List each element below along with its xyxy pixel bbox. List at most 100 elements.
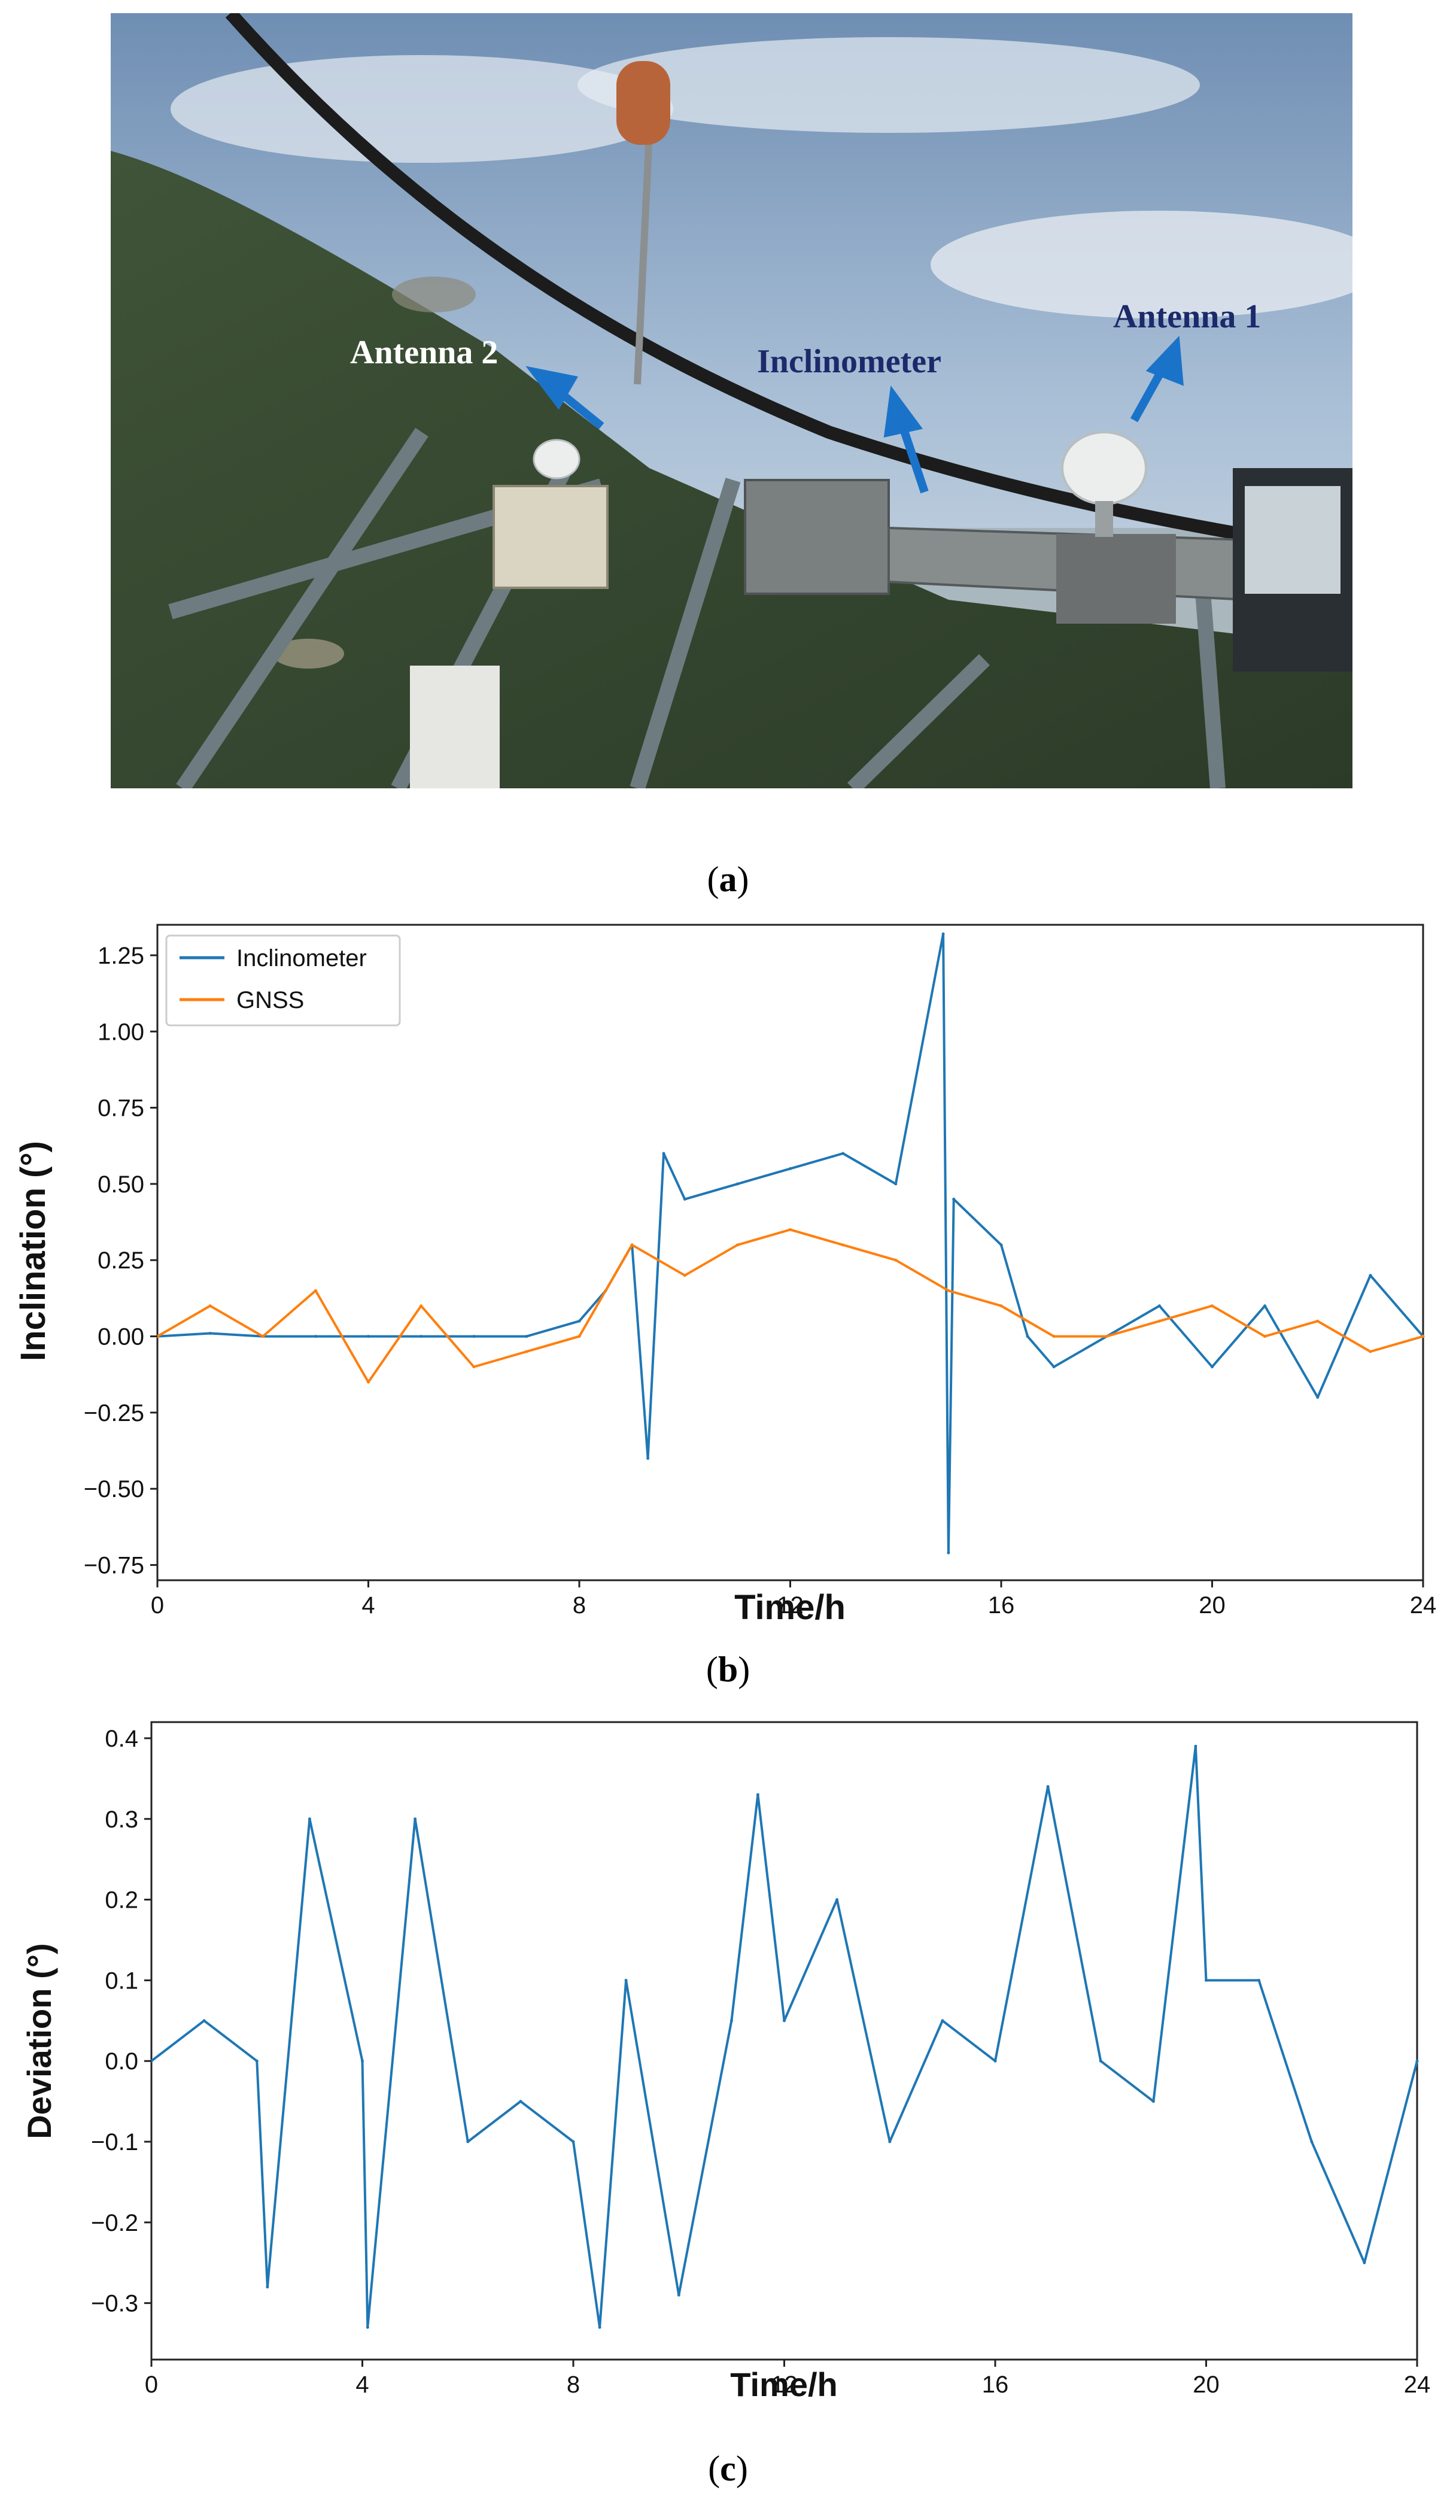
data-point [308,1817,311,1821]
x-tick-label: 16 [982,2372,1009,2398]
white-box [410,666,500,788]
x-tick-label: 12 [777,1592,804,1619]
x-tick-label: 0 [151,1592,164,1619]
data-point [646,1456,650,1460]
data-point [598,2325,601,2329]
data-point [1026,1335,1029,1338]
data-point [202,2019,206,2023]
y-tick-label: −0.1 [91,2129,138,2155]
data-point [208,1304,212,1308]
x-tick-label: 20 [1199,1592,1226,1619]
data-point [894,1182,898,1186]
data-point [789,1167,792,1170]
data-point [1263,1304,1267,1308]
data-point [1046,1785,1050,1789]
ticks-group: 0 4 8 12 16 20 24 1.25 1.00 0.75 0.50 0.25 0.00 −0.25… [84,943,1436,1619]
data-point [1052,1335,1056,1338]
data-point [472,1365,476,1368]
data-point [729,2019,733,2023]
data-point [472,1335,476,1338]
y-tick-label: 0.2 [105,1887,138,1914]
x-axis-title: Time/h [730,2366,837,2403]
data-point [519,2100,522,2103]
data-point [1157,1304,1161,1308]
data-point [1369,1274,1372,1277]
data-point [662,1152,665,1155]
data-point [947,1551,950,1554]
arrowhead-antenna1 [1145,335,1184,386]
data-point [1421,1335,1425,1338]
data-point [683,1274,686,1277]
data-point [420,1335,423,1338]
wind-sensor [616,61,670,145]
cable [225,13,1352,558]
data-point [577,1335,581,1338]
data-point [999,1304,1003,1308]
x-tick-label: 4 [355,2372,369,2398]
data-point [1363,2261,1366,2264]
x-tick-label: 24 [1404,2372,1431,2398]
y-tick-label: 0.00 [98,1324,144,1350]
equipment-photo: Antenna 2 Inclinometer Antenna 1 [111,13,1352,788]
data-point [367,1335,370,1338]
x-tick-label: 8 [573,1592,586,1619]
legend: Inclinometer GNSS [165,934,401,1027]
data-point [941,932,945,936]
data-point [208,1332,212,1335]
data-point [420,1304,423,1308]
y-tick-label: 1.25 [98,943,144,969]
data-point [314,1289,317,1292]
data-point [525,1350,528,1353]
data-point [1310,2140,1314,2143]
data-point [952,1197,956,1201]
data-point [841,1152,845,1155]
data-point [1316,1319,1320,1323]
data-point [735,1243,739,1247]
antenna2-dome [533,439,580,479]
floodlight-panel [1245,486,1341,594]
inclination-chart: 0 4 8 12 16 20 24 1.25 1.00 0.75 0.50 0.25 0.00 −0.25… [14,924,1436,1627]
data-point [361,2059,364,2063]
data-point [683,1197,686,1201]
arrowhead-antenna2 [525,366,578,410]
data-point [525,1335,528,1338]
y-tick-label: 0.3 [105,1806,138,1833]
junction-box [1056,534,1176,624]
data-point [993,2059,997,2063]
rock [272,639,344,669]
data-point [624,1978,628,1982]
data-point [756,1793,759,1796]
series-group [156,932,1425,1554]
y-tick-label: 0.4 [105,1726,138,1752]
data-point [888,2140,892,2143]
cloud [577,37,1200,133]
legend-label-inclinometer: Inclinometer [236,945,367,971]
photo-label-antenna1: Antenna 1 [1113,298,1261,335]
data-point [1052,1365,1056,1368]
data-point [1211,1304,1214,1308]
label-arrows [525,335,1184,494]
data-point [630,1243,634,1247]
x-axis-title: Time/h [734,1588,846,1627]
rock [392,277,476,312]
x-tick-label: 20 [1193,2372,1220,2398]
data-point [894,1258,898,1262]
data-point [1157,1319,1161,1323]
data-point [1415,2059,1419,2063]
data-point [367,1380,370,1384]
y-tick-label: −0.25 [84,1400,144,1426]
data-point [1211,1365,1214,1368]
series-group [150,1744,1419,2329]
data-point [735,1182,739,1186]
legend-label-gnss: GNSS [236,987,304,1013]
x-tick-label: 16 [988,1592,1015,1619]
x-tick-label: 12 [771,2372,798,2398]
data-point [1205,1978,1208,1982]
data-point [789,1228,792,1231]
data-point [366,2325,369,2329]
inclinometer-housing [744,479,890,595]
data-point [841,1243,845,1247]
legend-box [165,934,401,1027]
plot-area [156,924,1424,1581]
